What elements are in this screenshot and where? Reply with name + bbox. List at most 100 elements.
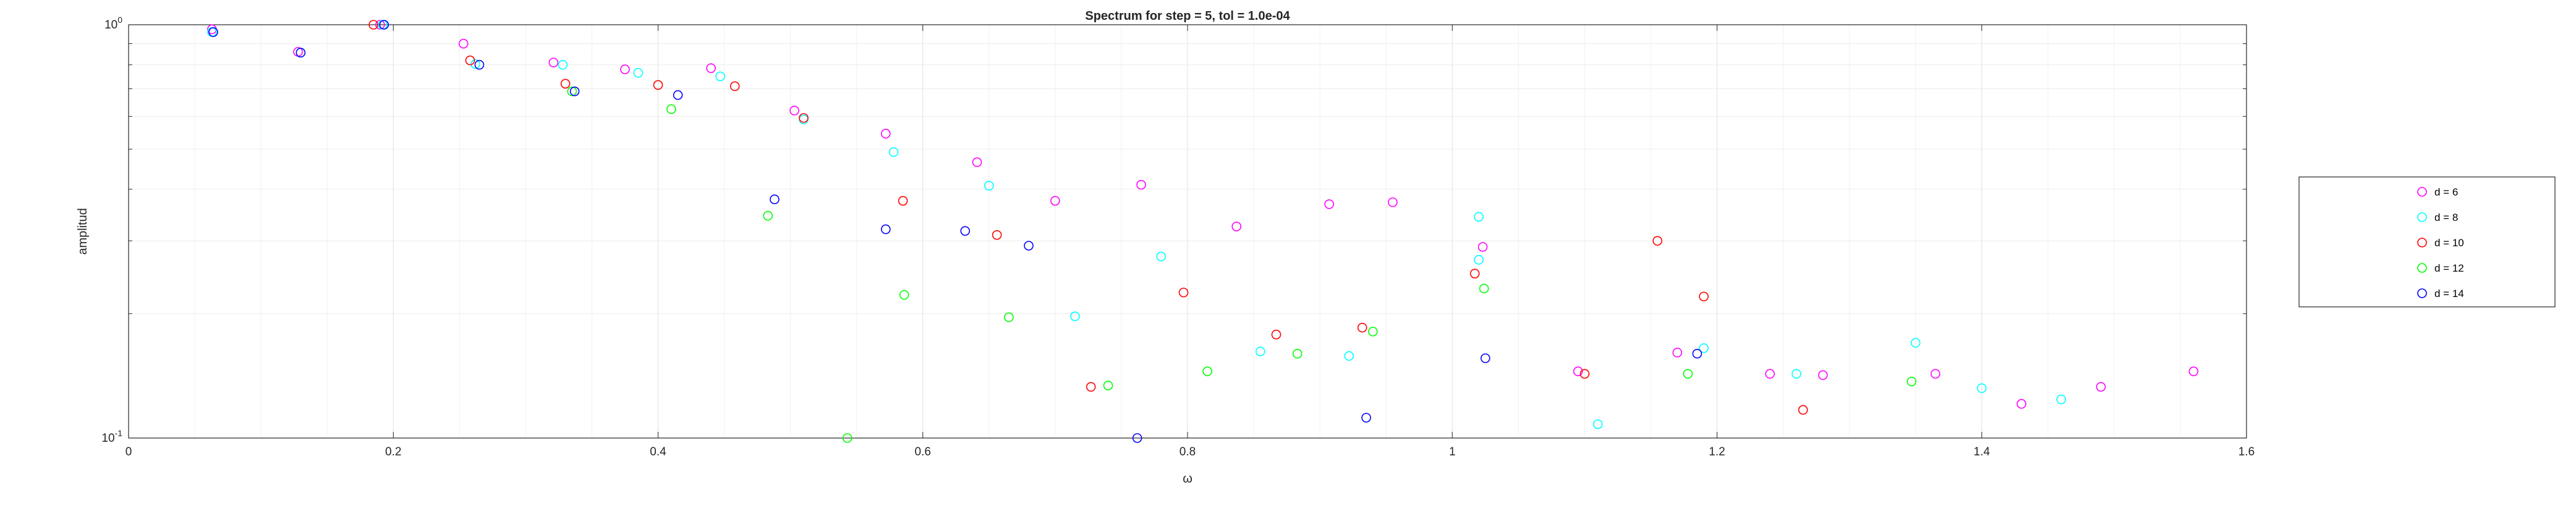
x-axis-label: ω (1183, 472, 1192, 486)
data-point (208, 27, 218, 37)
data-point (1931, 369, 1941, 379)
data-point (972, 157, 982, 167)
data-point (567, 86, 577, 97)
data-point (1344, 351, 1354, 361)
data-point (1388, 197, 1398, 207)
x-tick-label: 0.6 (915, 445, 931, 458)
data-point (1132, 433, 1142, 443)
data-point (1910, 338, 1921, 348)
data-point (1050, 196, 1060, 206)
data-point (799, 113, 809, 123)
data-point (1178, 287, 1189, 298)
data-point (1156, 251, 1166, 262)
data-point (2056, 394, 2067, 405)
data-point (666, 104, 676, 114)
y-tick-labels: 10-1 100 (101, 15, 122, 445)
data-point (888, 147, 899, 157)
x-tick-label: 1.4 (1974, 445, 1991, 458)
data-point (1652, 236, 1662, 246)
data-point (1692, 348, 1702, 359)
data-point (1357, 322, 1367, 333)
data-point (1579, 369, 1590, 379)
data-point (1672, 348, 1683, 358)
data-point (1792, 369, 1801, 379)
data-point (1976, 383, 1987, 393)
legend: d = 6 d = 8 d = 10 d = 12 d = 14 (2298, 176, 2556, 307)
data-point (1479, 283, 1489, 294)
data-point (992, 230, 1002, 240)
data-point (763, 210, 773, 221)
data-point (1103, 381, 1113, 390)
data-point (569, 86, 580, 97)
data-point (558, 59, 568, 70)
data-point (960, 226, 971, 236)
data-point (474, 59, 485, 70)
data-point (1361, 413, 1371, 423)
legend-entries: d = 6 d = 8 d = 10 d = 12 d = 14 (2417, 186, 2464, 299)
data-point (465, 55, 475, 66)
data-point (375, 20, 385, 30)
legend-marker (2417, 288, 2427, 298)
x-tick-label: 1.6 (2238, 445, 2255, 458)
x-tick-label: 1.2 (1709, 445, 1725, 458)
data-point (1324, 199, 1334, 209)
data-point (898, 196, 908, 206)
data-point (880, 129, 891, 139)
data-point (2017, 398, 2026, 409)
legend-label: d = 14 (2434, 288, 2464, 299)
legend-label: d = 10 (2434, 237, 2464, 249)
legend-marker (2417, 212, 2427, 222)
data-point (368, 20, 378, 30)
y-tick-label: 100 (104, 15, 122, 32)
data-point (1136, 179, 1146, 190)
legend-label: d = 8 (2434, 212, 2458, 223)
data-point (1086, 382, 1096, 392)
data-point (1699, 343, 1709, 353)
data-point (1202, 366, 1212, 377)
data-point (673, 90, 683, 100)
data-point (1271, 329, 1282, 340)
data-point (984, 181, 994, 191)
data-point (295, 48, 306, 58)
data-point (633, 67, 644, 78)
data-point (1906, 376, 1917, 387)
legend-box (2298, 176, 2556, 307)
data-point (1798, 405, 1808, 415)
legend-label: d = 6 (2434, 186, 2458, 198)
data-point (842, 433, 852, 443)
data-point (1477, 242, 1488, 252)
y-axis-label: amplitud (76, 208, 90, 255)
data-point (1255, 346, 1265, 356)
data-point (729, 81, 740, 92)
x-tick-labels: 0 0.2 0.4 0.6 0.8 1 1.2 1.4 1.6 (125, 445, 2255, 458)
data-point (1024, 241, 1034, 251)
data-point (653, 80, 663, 90)
data-point (548, 58, 559, 67)
data-point (1480, 353, 1490, 363)
data-point (560, 79, 571, 89)
data-point (1474, 212, 1484, 222)
legend-label: d = 12 (2434, 262, 2464, 274)
data-point (899, 290, 909, 300)
data-point (379, 20, 389, 30)
data-point (620, 64, 630, 74)
data-point (1765, 369, 1775, 379)
x-tick-label: 0.2 (385, 445, 401, 458)
data-point (715, 71, 725, 82)
data-point (1474, 255, 1484, 265)
legend-marker (2417, 263, 2427, 273)
data-point (1592, 419, 1603, 429)
x-tick-label: 0.8 (1180, 445, 1196, 458)
data-markers (207, 20, 2199, 443)
data-point (2096, 382, 2106, 392)
chart-title: Spectrum for step = 5, tol = 1.0e-04 (1085, 9, 1290, 23)
axis-ticks (128, 24, 2247, 439)
legend-marker (2417, 238, 2427, 247)
data-point (1292, 348, 1303, 359)
legend-marker (2417, 187, 2427, 197)
data-point (1004, 312, 1014, 322)
data-point (1699, 291, 1709, 302)
x-tick-label: 0.4 (650, 445, 666, 458)
data-point (1231, 221, 1242, 231)
